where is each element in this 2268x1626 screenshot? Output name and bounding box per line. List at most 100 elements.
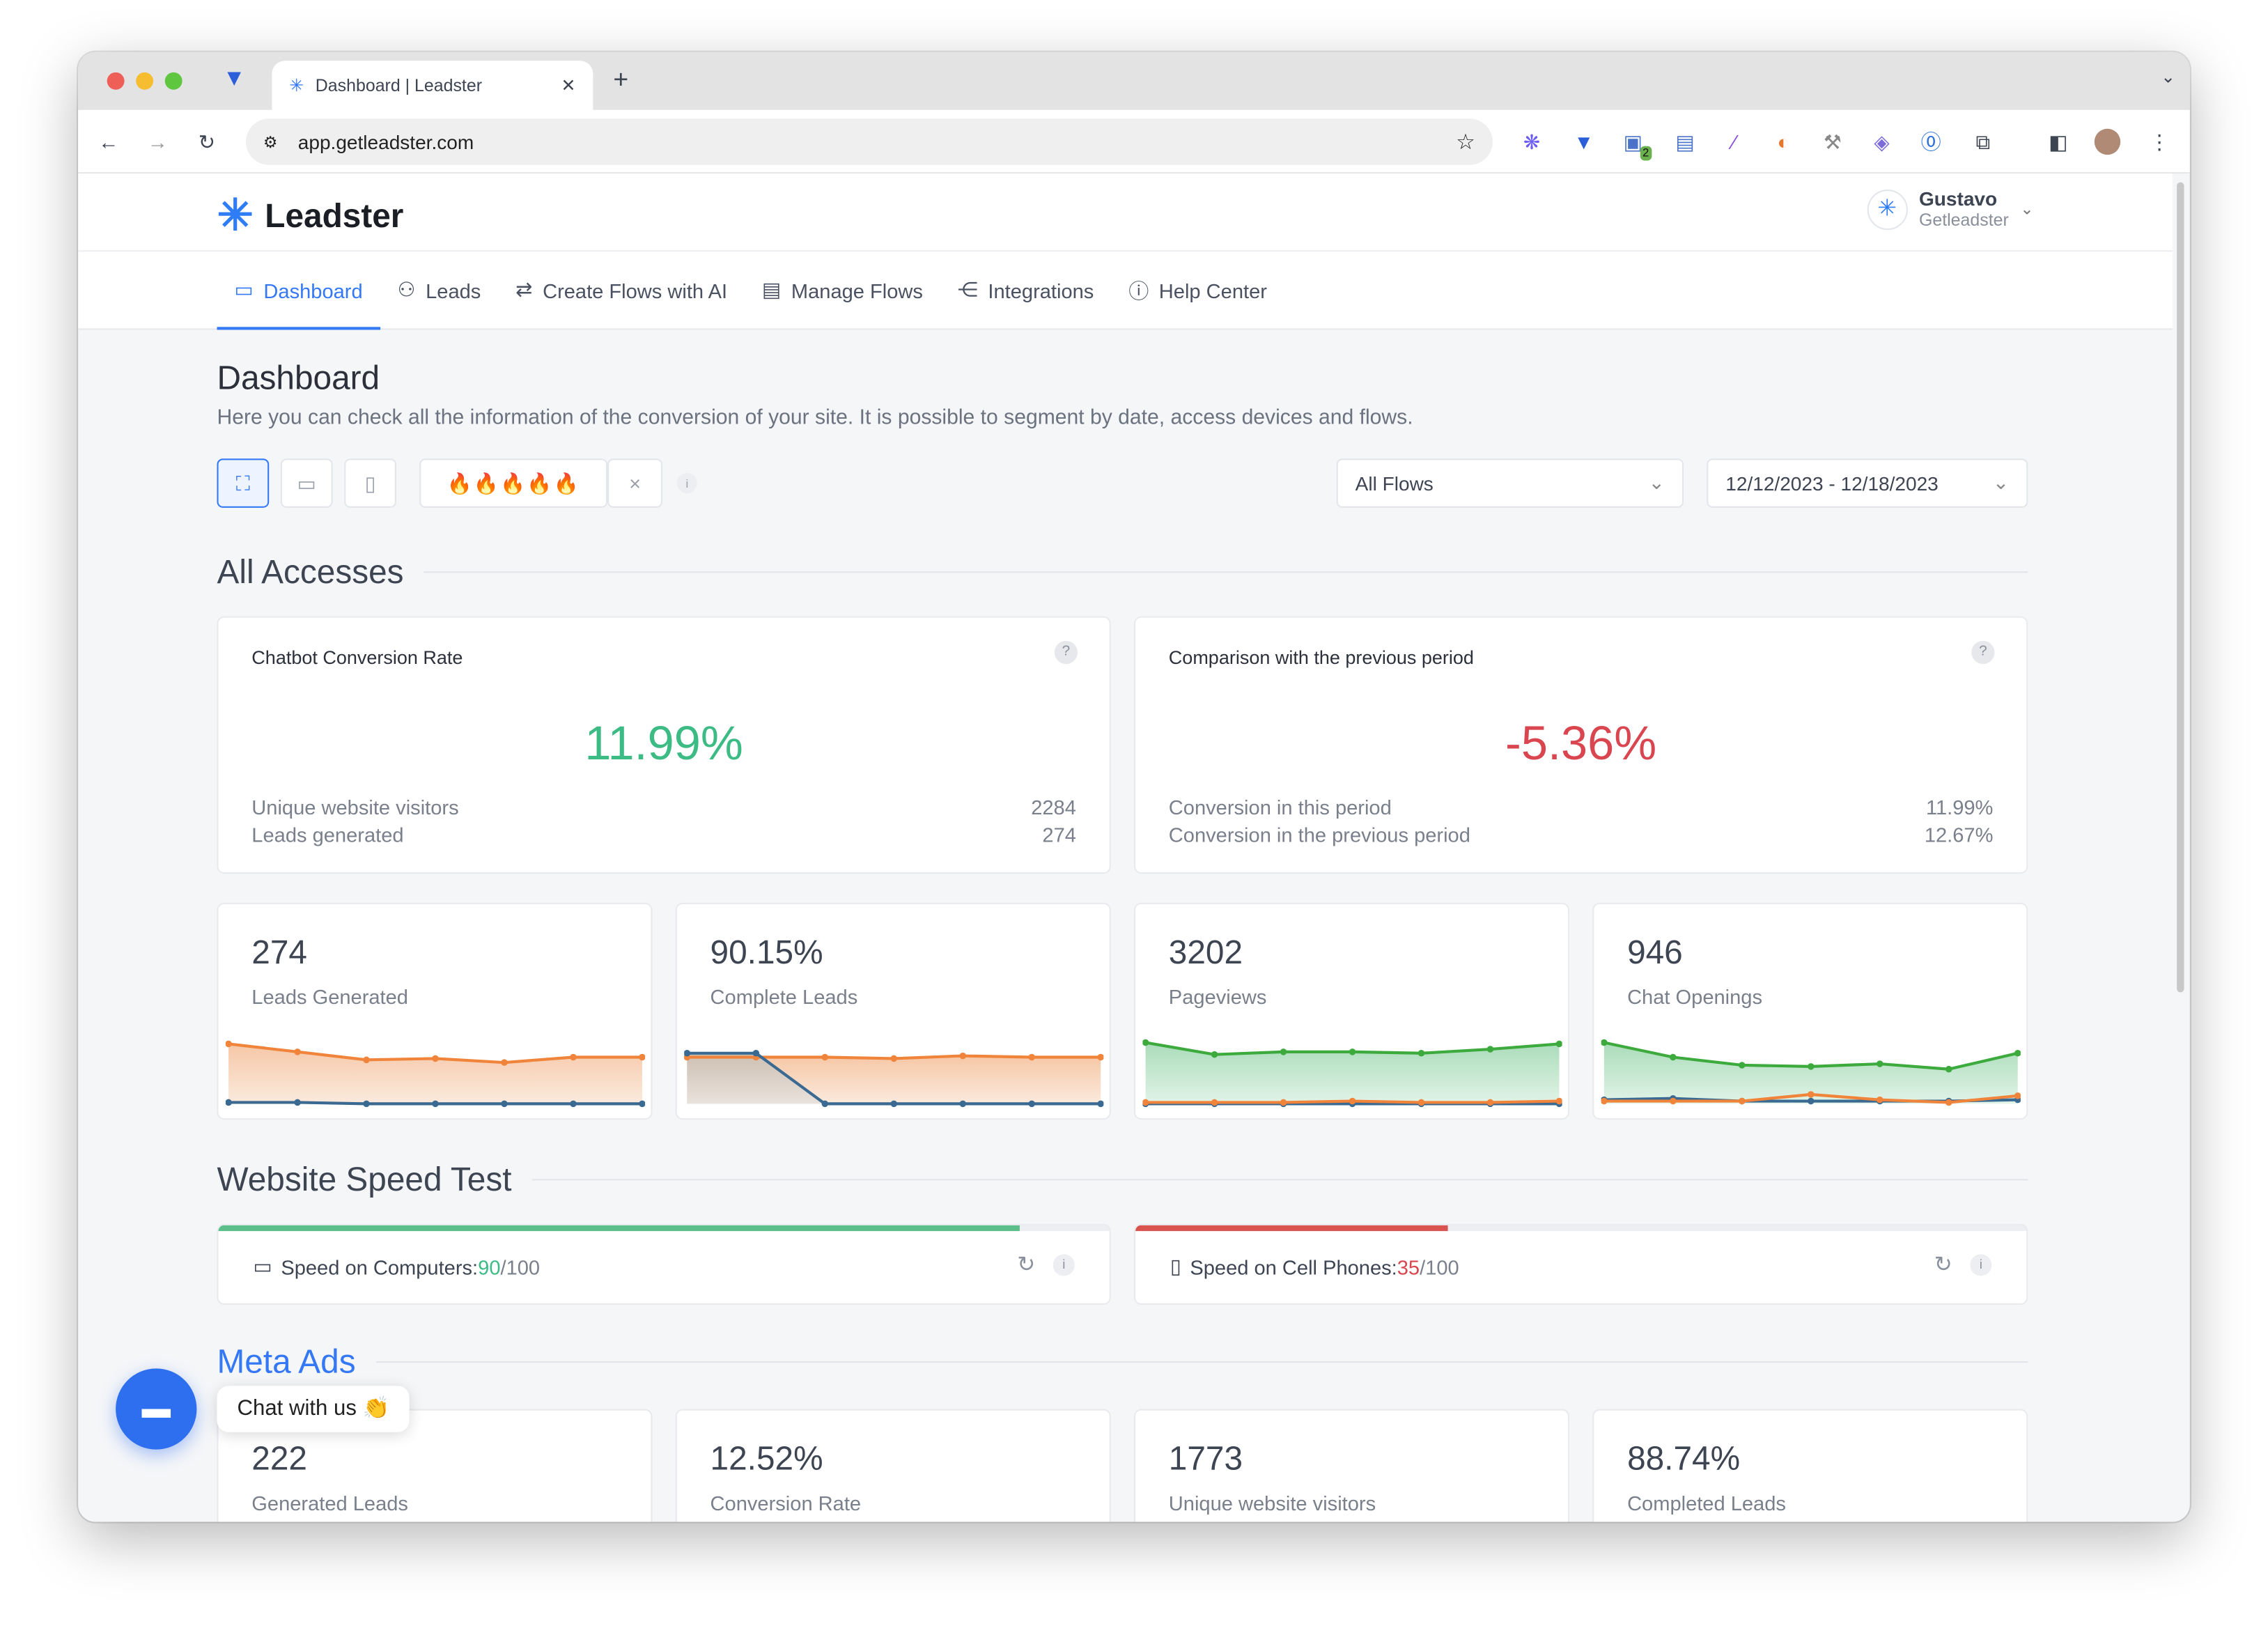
info-icon[interactable]: i [1970,1254,1992,1276]
nav-item-leads[interactable]: ⚇ Leads [380,251,499,328]
sparkline-point [363,1056,370,1064]
browser-tab[interactable]: ✳ Dashboard | Leadster ✕ [272,61,593,110]
extension-moon-icon[interactable]: ◐ [1777,130,1790,154]
section-title: All Accesses [217,552,404,591]
browser-toolbar: ← → ↻ ⚙ app.getleadster.com ☆ ❋ ▼ ▣ 2 ▤ ∕… [78,109,2190,174]
refresh-icon[interactable]: ↻ [1017,1253,1036,1278]
help-icon[interactable]: ? [1054,640,1078,665]
desktop-filter-button[interactable]: ▭ [280,458,333,508]
stat-row: Leads generated 274 [251,821,1076,849]
speed-score: 35 [1397,1255,1420,1278]
mobile-filter-button[interactable]: ▯ [344,458,396,508]
sparkline-point [1418,1099,1425,1106]
nav-item-dashboard[interactable]: ▭ Dashboard [217,251,380,330]
lead-score-filter[interactable]: 🔥🔥🔥🔥🔥 [419,458,608,508]
kpi-card: 3202 Pageviews [1133,902,1570,1120]
stat-row: Unique website visitors 2284 [251,794,1076,821]
kpi-label: Pageviews [1168,985,1267,1009]
extension-snowflake-icon[interactable]: ❋ [1523,130,1541,154]
flows-select-value: All Flows [1355,472,1434,495]
chat-bubble-icon: ▬ [141,1393,171,1425]
minimize-window-button[interactable] [136,72,154,90]
sparkline-point [1028,1100,1036,1108]
comparison-card: Comparison with the previous period ? -5… [1133,616,2028,874]
side-panel-icon[interactable]: ◧ [2049,130,2068,154]
leadster-logo[interactable]: ✳ Leadster [217,191,403,242]
profile-avatar[interactable] [2094,128,2121,155]
user-name: Gustavo [1918,187,1998,210]
page-scrollbar[interactable] [2177,182,2184,993]
expand-icon: ⛶ [235,470,251,495]
extension-hammer-icon[interactable]: ⚒ [1823,130,1842,154]
sparkline-point [1486,1099,1494,1106]
sparkline-point [2014,1092,2021,1099]
section-title[interactable]: Meta Ads [217,1342,356,1380]
leadster-logo-icon: ✳ [217,192,254,240]
sparkline-point [821,1053,829,1061]
nav-item-integrations[interactable]: ⋲ Integrations [940,251,1111,328]
sparkline-point [1601,1039,1608,1046]
phone-icon: ▯ [364,470,376,495]
browser-menu-icon[interactable]: ⋮ [2149,130,2170,154]
address-bar[interactable]: ⚙ app.getleadster.com ☆ [246,118,1493,165]
close-tab-icon[interactable]: ✕ [561,75,576,96]
meta-kpi-card: 12.52% Conversion Rate [675,1409,1111,1522]
sparkline-chart [225,1040,646,1108]
kpi-value: 946 [1627,933,1683,971]
kpi-label: Completed Leads [1627,1491,1786,1515]
all-devices-button[interactable]: ⛶ [217,458,270,508]
share-icon: ⋲ [957,277,978,301]
flows-select[interactable]: All Flows ⌄ [1336,458,1684,508]
kpi-value: 274 [251,933,307,971]
nav-item-manage-flows[interactable]: ▤ Manage Flows [745,251,940,328]
card-title: Chatbot Conversion Rate [251,646,463,669]
date-range-value: 12/12/2023 - 12/18/2023 [1725,472,1939,495]
site-settings-icon[interactable]: ⚙ [263,134,278,151]
sparkline-point [1211,1051,1218,1058]
info-icon[interactable]: i [1053,1254,1075,1276]
stat-label: Leads generated [251,823,404,846]
flame-rating-icon: 🔥🔥🔥🔥🔥 [446,470,580,495]
reload-icon[interactable]: ↻ [198,130,216,154]
user-menu[interactable]: ✳ Gustavo Getleadster ⌄ [1867,187,2034,230]
sparkline-point [1739,1062,1746,1069]
nav-label: Help Center [1158,278,1267,302]
speed-max: /100 [1420,1255,1459,1278]
nav-item-help-center[interactable]: ⓘ Help Center [1111,251,1284,328]
stat-row: Conversion in this period 11.99% [1169,794,1994,821]
back-icon[interactable]: ← [98,130,119,154]
date-range-picker[interactable]: 12/12/2023 - 12/18/2023 ⌄ [1707,458,2028,508]
extension-badge-icon[interactable]: ▣ 2 [1620,129,1652,161]
extension-pen-icon[interactable]: ∕ [1732,130,1737,154]
page-subtitle: Here you can check all the information o… [217,406,1413,430]
sparkline-point [1876,1096,1883,1104]
nav-label: Leads [426,278,481,302]
chat-with-us-label[interactable]: Chat with us 👏 [217,1386,410,1432]
nav-item-create-flows-with-ai[interactable]: ⇄ Create Flows with AI [498,251,745,328]
filter-bar: ⛶ ▭ ▯ 🔥🔥🔥🔥🔥 × i All Flows ⌄ 12/12/2023 - … [217,458,2028,511]
extension-diamond-icon[interactable]: ◈ [1874,130,1890,154]
extension-password-icon[interactable]: ⓪ [1920,130,1941,154]
maximize-window-button[interactable] [164,72,182,90]
forward-icon[interactable]: → [147,130,168,154]
close-window-button[interactable] [107,72,125,90]
info-icon[interactable]: i [676,473,697,494]
chat-launcher-button[interactable]: ▬ [116,1368,197,1450]
speed-computers-card: ▭ Speed on Computers: 90/100 ↻ i [217,1223,1111,1306]
refresh-icon[interactable]: ↻ [1934,1253,1952,1278]
speed-label: Speed on Computers: [281,1255,479,1278]
extensions-puzzle-icon[interactable]: ⧉ [1975,130,1991,154]
extension-v-icon[interactable]: ▼ [1574,130,1594,154]
kpi-card: 274 Leads Generated [217,902,653,1120]
help-icon[interactable]: ? [1971,640,1995,665]
pinned-extension-icon[interactable]: ▼ [222,66,246,91]
clear-score-button[interactable]: × [607,458,663,508]
chevron-down-icon: ⌄ [1992,471,2010,494]
new-tab-button[interactable]: + [613,65,629,94]
section-speed-test: Website Speed Test [217,1160,2028,1198]
sparkline-point [1808,1063,1815,1070]
bookmark-star-icon[interactable]: ☆ [1456,130,1476,155]
extension-frame-icon[interactable]: ▤ [1675,130,1695,154]
tab-search-chevron-icon[interactable]: ⌄ [2161,66,2176,87]
extension-badge-count: 2 [1639,146,1652,161]
